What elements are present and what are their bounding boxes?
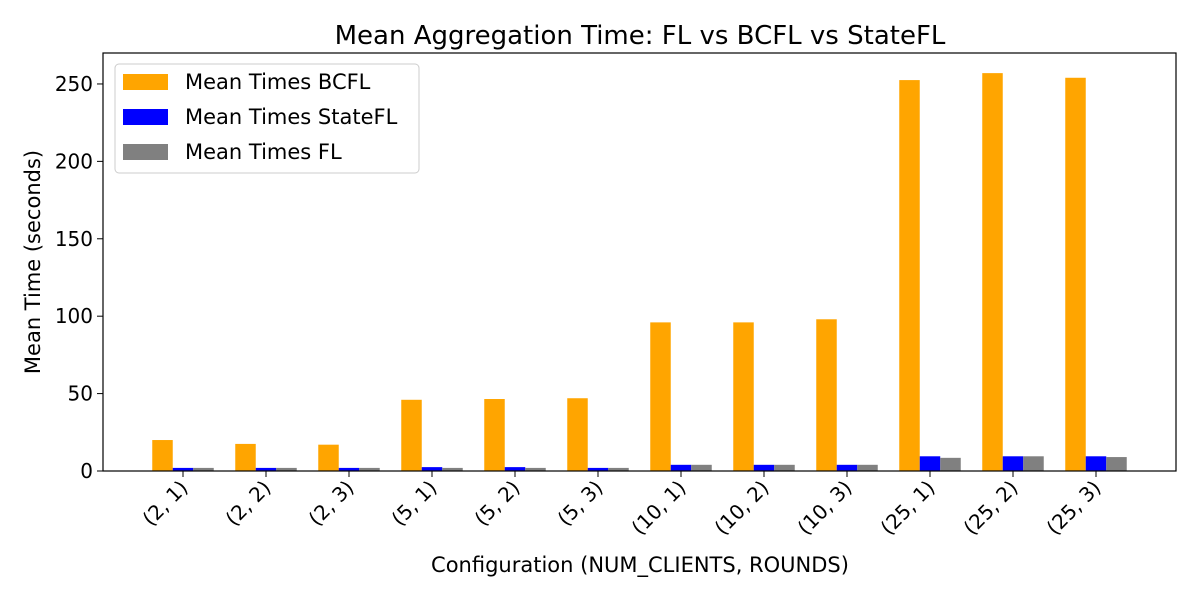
legend-label: Mean Times FL bbox=[185, 140, 342, 164]
bar-3-12 bbox=[1106, 457, 1127, 471]
x-tick-label: (10, 1) bbox=[627, 476, 691, 540]
bar-3-3 bbox=[359, 467, 380, 471]
bar-1-6 bbox=[567, 398, 588, 471]
x-axis-label: Configuration (NUM_CLIENTS, ROUNDS) bbox=[431, 553, 849, 578]
y-tick-label: 150 bbox=[55, 227, 93, 251]
x-tick-label: (10, 2) bbox=[710, 476, 774, 540]
bar-1-1 bbox=[152, 440, 173, 471]
bar-3-11 bbox=[1023, 456, 1044, 471]
bar-1-5 bbox=[484, 399, 505, 471]
bar-1-12 bbox=[1065, 77, 1086, 471]
bar-1-7 bbox=[650, 322, 671, 471]
bar-2-4 bbox=[421, 467, 443, 471]
bar-2-5 bbox=[504, 467, 526, 471]
legend-box bbox=[114, 63, 420, 174]
bar-2-9 bbox=[836, 464, 858, 471]
bar-2-10 bbox=[919, 456, 941, 471]
legend-label: Mean Times StateFL bbox=[185, 105, 398, 129]
chart-title: Mean Aggregation Time: FL vs BCFL vs Sta… bbox=[335, 21, 946, 51]
bar-3-6 bbox=[608, 467, 629, 471]
y-tick-label: 100 bbox=[55, 304, 93, 328]
bar-2-11 bbox=[1002, 456, 1024, 471]
bar-1-3 bbox=[318, 444, 339, 471]
x-tick-label: (10, 3) bbox=[793, 476, 857, 540]
bar-3-4 bbox=[442, 467, 463, 471]
bar-2-1 bbox=[172, 467, 194, 471]
bar-1-2 bbox=[235, 443, 256, 471]
legend-swatch bbox=[123, 109, 168, 125]
bar-1-11 bbox=[982, 73, 1003, 472]
bar-2-7 bbox=[670, 464, 692, 471]
x-tick-label: (2, 1) bbox=[138, 476, 193, 531]
x-tick-label: (2, 3) bbox=[304, 476, 359, 531]
y-axis-label: Mean Time (seconds) bbox=[21, 150, 45, 374]
bar-2-6 bbox=[587, 467, 609, 471]
legend-swatch bbox=[123, 74, 168, 90]
plot-area bbox=[152, 73, 1127, 472]
x-tick-label: (25, 1) bbox=[876, 476, 940, 540]
bar-3-5 bbox=[525, 467, 546, 471]
bar-2-2 bbox=[255, 467, 277, 471]
legend-swatch bbox=[123, 144, 168, 160]
bar-1-10 bbox=[899, 80, 920, 471]
bar-2-3 bbox=[338, 467, 360, 471]
x-tick-label: (5, 3) bbox=[553, 476, 608, 531]
x-tick-label: (25, 2) bbox=[959, 476, 1023, 540]
bar-3-9 bbox=[857, 464, 878, 471]
bar-1-9 bbox=[816, 319, 837, 471]
bar-2-12 bbox=[1085, 456, 1107, 471]
bar-3-8 bbox=[774, 464, 795, 471]
bar-3-7 bbox=[691, 464, 712, 471]
bar-3-1 bbox=[193, 467, 214, 471]
bar-1-8 bbox=[733, 322, 754, 471]
y-tick-label: 0 bbox=[80, 459, 93, 483]
x-tick-label: (5, 1) bbox=[387, 476, 442, 531]
y-tick-label: 50 bbox=[68, 382, 93, 406]
legend: Mean Times BCFL Mean Times StateFL Mean Ti… bbox=[114, 63, 420, 174]
x-tick-label: (25, 3) bbox=[1042, 476, 1106, 540]
x-tick-label: (2, 2) bbox=[221, 476, 276, 531]
legend-label: Mean Times BCFL bbox=[185, 70, 371, 94]
y-axis: 0 50 100 150 200 250 bbox=[55, 72, 103, 483]
y-tick-label: 250 bbox=[55, 72, 93, 96]
y-tick-label: 200 bbox=[55, 149, 93, 173]
x-axis: (2, 1) (2, 2) (2, 3) (5, 1) (5, 2) (5, 3) (10,… bbox=[138, 471, 1106, 540]
bar-3-10 bbox=[940, 457, 961, 471]
bar-1-4 bbox=[401, 399, 422, 471]
bar-2-8 bbox=[753, 464, 775, 471]
x-tick-label: (5, 2) bbox=[470, 476, 525, 531]
bar-3-2 bbox=[276, 467, 297, 471]
plot-frame bbox=[102, 52, 1177, 472]
